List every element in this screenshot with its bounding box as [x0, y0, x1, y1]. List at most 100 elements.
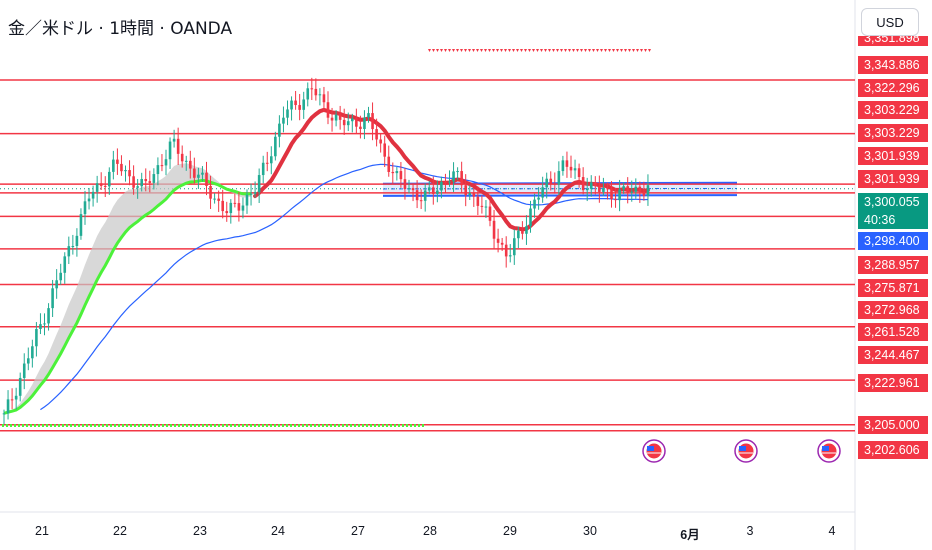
candle-body — [618, 189, 621, 201]
buy-signal-marker — [282, 424, 284, 427]
candle-body — [614, 199, 617, 201]
candle-body — [585, 188, 589, 191]
sell-signal-marker — [468, 49, 471, 52]
candle-body — [318, 94, 322, 96]
sell-signal-marker — [636, 49, 639, 52]
sell-signal-marker — [432, 49, 435, 52]
candle-body — [164, 159, 168, 166]
candle-body — [79, 214, 83, 236]
candle-body — [598, 186, 601, 192]
candle-body — [444, 181, 447, 183]
price-level-tag: 3,322.296 — [858, 79, 928, 97]
buy-signal-marker — [70, 424, 72, 427]
candle-body — [172, 138, 176, 142]
candle-body — [602, 188, 605, 192]
candle-body — [193, 168, 196, 178]
buy-signal-marker — [54, 424, 56, 427]
candle-body — [351, 118, 354, 122]
candle-body — [646, 185, 650, 196]
candle-body — [124, 170, 127, 172]
candle-body — [569, 166, 573, 171]
candle-body — [71, 245, 75, 247]
candle-body — [395, 171, 399, 174]
sell-signal-marker — [440, 49, 443, 52]
buy-signal-marker — [158, 424, 160, 427]
sell-signal-marker — [568, 49, 571, 52]
buy-signal-marker — [106, 424, 108, 427]
currency-button[interactable]: USD — [861, 8, 919, 36]
buy-signal-marker — [26, 424, 28, 427]
candle-body — [197, 174, 200, 178]
buy-signal-marker — [62, 424, 64, 427]
buy-signal-marker — [398, 424, 400, 427]
candle-body — [322, 94, 326, 103]
candle-body — [642, 191, 646, 196]
ribbon-green-line — [3, 178, 251, 415]
buy-signal-marker — [150, 424, 152, 427]
candle-body — [589, 182, 593, 189]
candle-body — [253, 192, 257, 194]
candle-body — [221, 200, 224, 212]
sell-signal-marker — [508, 49, 511, 52]
buy-signal-marker — [278, 424, 280, 427]
candle-body — [399, 171, 403, 180]
candle-body — [233, 202, 237, 204]
candle-body — [565, 160, 569, 167]
sell-signal-marker — [640, 49, 643, 52]
candle-body — [148, 181, 152, 183]
flag-icon-canton — [739, 446, 746, 451]
buy-signal-marker — [330, 424, 332, 427]
candle-body — [525, 226, 528, 234]
candle-body — [581, 177, 585, 191]
buy-signal-marker — [210, 424, 212, 427]
candle-body — [120, 163, 123, 172]
candle-body — [237, 203, 241, 211]
buy-signal-marker — [30, 424, 32, 427]
buy-signal-marker — [250, 424, 252, 427]
candle-body — [577, 168, 581, 178]
candle-body — [476, 196, 480, 206]
candle-body — [10, 399, 14, 401]
buy-signal-marker — [350, 424, 352, 427]
candle-body — [638, 186, 642, 192]
buy-signal-marker — [194, 424, 196, 427]
candle-body — [359, 126, 362, 129]
sell-signal-marker — [532, 49, 535, 52]
candle-body — [606, 188, 609, 190]
buy-signal-marker — [186, 424, 188, 427]
candle-body — [537, 197, 540, 200]
price-level-tag: 3,301.939 — [858, 170, 928, 188]
candle-body — [440, 181, 443, 191]
candle-body — [51, 288, 54, 309]
candle-body — [375, 129, 378, 140]
sell-signal-marker — [500, 49, 503, 52]
candle-body — [521, 230, 524, 234]
candle-body — [630, 191, 634, 193]
candle-body — [500, 242, 504, 245]
sell-signal-marker — [624, 49, 627, 52]
candle-body — [379, 139, 382, 144]
candle-body — [326, 102, 330, 118]
candle-body — [35, 328, 38, 347]
buy-signal-marker — [98, 424, 100, 427]
moving-average-line — [40, 163, 648, 411]
candle-body — [286, 109, 289, 118]
buy-signal-marker — [146, 424, 148, 427]
candle-body — [55, 280, 58, 289]
x-tick-label: 6月 — [680, 528, 700, 542]
buy-signal-marker — [298, 424, 300, 427]
candle-body — [241, 205, 245, 211]
buy-signal-marker — [230, 424, 232, 427]
buy-signal-marker — [190, 424, 192, 427]
buy-signal-marker — [242, 424, 244, 427]
buy-signal-marker — [286, 424, 288, 427]
sell-signal-marker — [548, 49, 551, 52]
candle-body — [14, 395, 18, 400]
candle-body — [508, 255, 512, 257]
sell-signal-marker — [628, 49, 631, 52]
buy-signal-marker — [414, 424, 416, 427]
sell-signal-marker — [608, 49, 611, 52]
candle-body — [168, 141, 172, 160]
candle-body — [330, 117, 334, 121]
